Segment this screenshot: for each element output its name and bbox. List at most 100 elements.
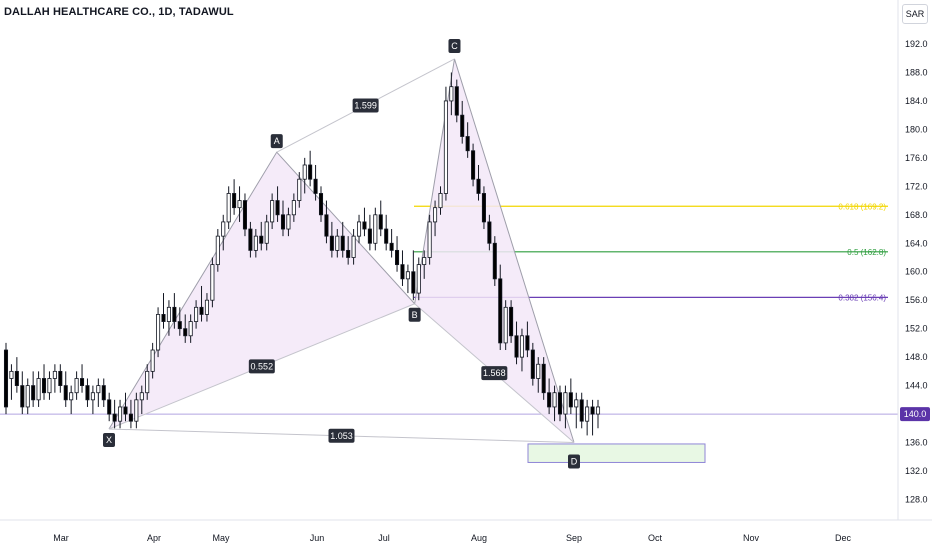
candle-body <box>530 349 535 379</box>
candle-body <box>378 214 383 230</box>
candle-body <box>210 264 215 301</box>
currency-button[interactable]: SAR <box>902 4 928 24</box>
candle-body <box>96 385 101 394</box>
target-zone <box>527 443 706 463</box>
candle-body <box>52 370 57 379</box>
candle-body <box>31 385 36 401</box>
candle-body <box>253 235 258 251</box>
candle-body <box>25 385 30 408</box>
pattern-point-D-box <box>568 454 580 469</box>
y-tick-label: 164.0 <box>905 238 928 248</box>
x-tick-label: Aug <box>471 533 487 543</box>
x-tick-label: May <box>212 533 230 543</box>
candle-body <box>492 242 497 280</box>
candle-body <box>204 299 209 315</box>
x-tick-label: Nov <box>743 533 760 543</box>
candle-body <box>460 114 465 137</box>
candle-body <box>443 100 448 194</box>
last-price-label: 140.0 <box>904 409 927 419</box>
candle-body <box>476 178 481 194</box>
symbol-title: DALLAH HEALTHCARE CO., 1D, TADAWUL <box>4 6 234 18</box>
candle-body <box>552 392 557 408</box>
candle-body <box>362 221 367 230</box>
y-tick-label: 148.0 <box>905 352 928 362</box>
x-tick-label: Sep <box>566 533 582 543</box>
y-tick-label: 180.0 <box>905 124 928 134</box>
candle-body <box>188 321 193 337</box>
candle-body <box>318 193 324 216</box>
candle-body <box>199 306 204 315</box>
y-tick-label: 188.0 <box>905 67 928 77</box>
candle-body <box>471 150 476 180</box>
pattern-point-A-box <box>270 134 283 149</box>
candle-body <box>232 193 237 209</box>
candle-body <box>291 200 296 216</box>
candle-body <box>574 399 579 408</box>
candle-body <box>134 399 139 422</box>
candle-body <box>568 392 573 408</box>
y-tick-label: 132.0 <box>905 466 928 476</box>
candle-body <box>557 392 563 415</box>
candle-body <box>3 349 9 408</box>
x-tick-label: Jul <box>378 533 390 543</box>
x-tick-label: Apr <box>147 533 161 543</box>
candle-body <box>280 214 286 230</box>
candle-body <box>563 392 568 415</box>
fib-level-label: 0.382 (156.4) <box>838 293 886 302</box>
pattern-point-X-box <box>103 433 115 448</box>
y-tick-label: 168.0 <box>905 210 928 220</box>
candle-body <box>226 193 231 223</box>
fib-level-label: 0.618 (169.2) <box>838 202 886 211</box>
candle-body <box>481 193 486 223</box>
candle-body <box>422 257 427 266</box>
candle-body <box>20 385 25 408</box>
y-tick-label: 176.0 <box>905 153 928 163</box>
candle-body <box>183 328 188 337</box>
candle-body <box>101 385 106 401</box>
candle-body <box>237 200 242 209</box>
candle-body <box>346 249 351 258</box>
candle-body <box>215 235 220 266</box>
candle-body <box>525 335 530 351</box>
pattern-point-C-box <box>448 38 461 53</box>
candle-body <box>275 200 280 216</box>
candle-body <box>47 378 52 394</box>
candle-body <box>595 406 601 415</box>
candle-body <box>454 86 459 116</box>
candle-body <box>373 214 378 244</box>
x-tick-label: Mar <box>53 533 69 543</box>
candle-body <box>145 370 150 394</box>
candle-body <box>270 200 275 223</box>
candle-body <box>308 164 313 180</box>
x-tick-label: Oct <box>648 533 663 543</box>
candle-body <box>400 264 405 280</box>
pattern-point-B-label: B <box>412 310 418 320</box>
x-tick-label: Jun <box>310 533 325 543</box>
candle-body <box>172 306 177 322</box>
candle-body <box>433 207 438 223</box>
candle-body <box>411 271 416 294</box>
candle-body <box>242 200 248 230</box>
candle-body <box>367 228 372 244</box>
fib-level-label: 0.5 (162.8) <box>847 248 886 257</box>
candle-body <box>9 370 14 379</box>
candle-body <box>69 392 74 401</box>
candle-body <box>85 385 90 401</box>
candle-body <box>166 306 171 322</box>
y-tick-label: 172.0 <box>905 181 928 191</box>
candle-body <box>427 221 432 258</box>
candle-body <box>177 321 182 330</box>
candle-body <box>14 370 19 387</box>
candle-body <box>161 314 166 322</box>
candle-body <box>58 370 63 387</box>
ratio-label: 1.568 <box>483 368 506 378</box>
ratio-box <box>352 98 379 113</box>
candle-body <box>297 178 302 201</box>
x-tick-label: Dec <box>835 533 852 543</box>
pattern-point-A-label: A <box>274 136 280 146</box>
candle-body <box>107 399 112 415</box>
last-price-badge <box>900 407 930 422</box>
candle-body <box>41 378 47 394</box>
candle-body <box>547 392 552 408</box>
